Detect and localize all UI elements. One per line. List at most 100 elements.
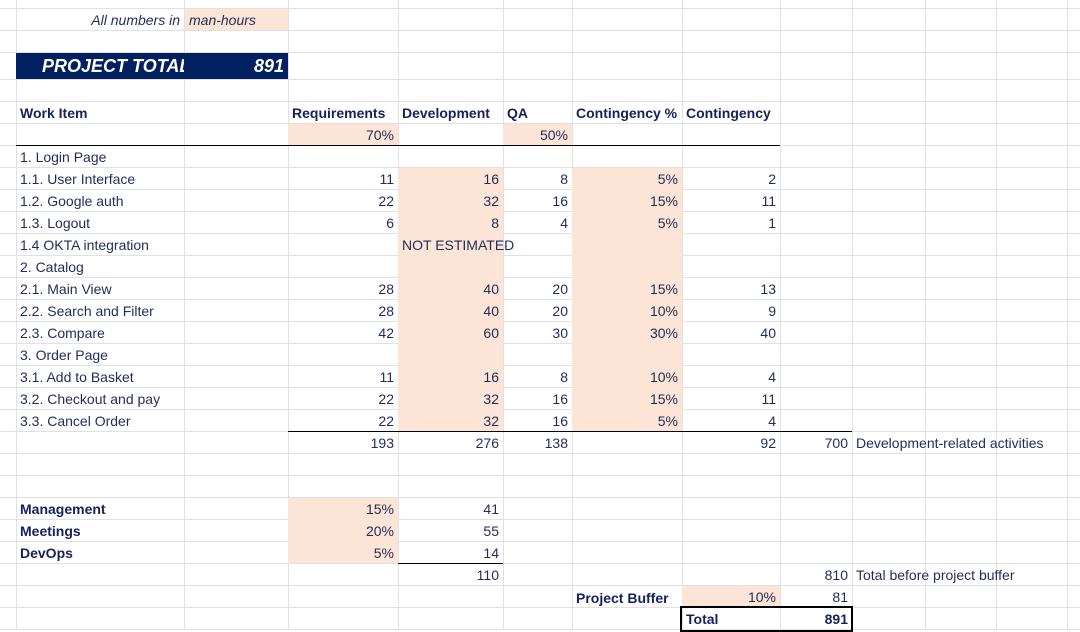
qa-cell[interactable]: 20: [552, 281, 568, 297]
project-buffer-label: Project Buffer: [576, 590, 669, 606]
requirements-cell[interactable]: 11: [379, 171, 394, 187]
overhead-label-meetings: Meetings: [20, 523, 81, 539]
contingency-cell[interactable]: 4: [768, 369, 776, 385]
qa-cell[interactable]: 30: [552, 325, 568, 341]
contingency-pct-cell[interactable]: 10%: [649, 303, 678, 319]
before-buffer-label: Total before project buffer: [856, 567, 1015, 583]
development-cell[interactable]: 16: [483, 369, 499, 385]
contingency-pct-cell[interactable]: 15%: [649, 281, 678, 297]
work-item-label: 3.2. Checkout and pay: [20, 391, 161, 407]
dev-related-label: Development-related activities: [856, 435, 1044, 451]
work-item-label: 1. Login Page: [20, 149, 107, 165]
units-label: All numbers in: [91, 12, 180, 28]
development-cell-not-estimated[interactable]: NOT ESTIMATED: [402, 237, 515, 253]
work-item-label: 2. Catalog: [20, 259, 84, 275]
header-work-item: Work Item: [20, 105, 88, 121]
development-cell[interactable]: 32: [483, 391, 499, 407]
qa-cell[interactable]: 20: [552, 303, 568, 319]
development-cell[interactable]: 32: [483, 413, 499, 429]
overhead-pct-devops[interactable]: 5%: [373, 545, 394, 561]
grand-total-label: Total: [686, 611, 719, 627]
development-input-area: [398, 168, 503, 431]
overhead-pct-meetings[interactable]: 20%: [365, 523, 394, 539]
contingency-pct-input-area: [572, 168, 682, 431]
contingency-cell[interactable]: 13: [760, 281, 776, 297]
qa-cell[interactable]: 16: [552, 413, 568, 429]
overhead-value-management: 41: [483, 501, 499, 517]
work-item-label: 1.3. Logout: [20, 215, 91, 231]
overhead-pct-management[interactable]: 15%: [365, 501, 394, 517]
header-contingency: Contingency: [686, 105, 771, 121]
contingency-pct-cell[interactable]: 5%: [657, 413, 678, 429]
project-total-label: PROJECT TOTAL: [16, 53, 190, 79]
contingency-cell[interactable]: 40: [760, 325, 776, 341]
contingency-pct-cell[interactable]: 15%: [649, 193, 678, 209]
overhead-divider: [398, 563, 503, 564]
overhead-total: 110: [476, 567, 499, 583]
before-buffer-value: 810: [824, 567, 848, 583]
units-value[interactable]: man-hours: [185, 9, 288, 30]
work-item-label: 1.1. User Interface: [20, 171, 136, 187]
header-development: Development: [402, 105, 490, 121]
qa-cell[interactable]: 8: [560, 369, 568, 385]
project-buffer-pct[interactable]: 10%: [682, 586, 780, 607]
qa-cell[interactable]: 8: [560, 171, 568, 187]
contingency-cell[interactable]: 11: [761, 391, 776, 407]
work-item-label: 2.1. Main View: [20, 281, 112, 297]
development-cell[interactable]: 32: [483, 193, 499, 209]
work-item-label: 3.1. Add to Basket: [20, 369, 134, 385]
development-cell[interactable]: 8: [491, 215, 499, 231]
contingency-pct-cell[interactable]: 30%: [649, 325, 678, 341]
requirements-cell[interactable]: 22: [378, 413, 394, 429]
work-item-label: 2.2. Search and Filter: [20, 303, 154, 319]
contingency-pct-cell[interactable]: 15%: [649, 391, 678, 407]
contingency-cell[interactable]: 9: [768, 303, 776, 319]
contingency-cell[interactable]: 4: [768, 413, 776, 429]
work-item-label: 3. Order Page: [20, 347, 108, 363]
overhead-value-devops: 14: [483, 545, 499, 561]
contingency-pct-cell[interactable]: 10%: [649, 369, 678, 385]
requirements-cell[interactable]: 28: [378, 303, 394, 319]
work-item-label: 3.3. Cancel Order: [20, 413, 131, 429]
qa-ratio[interactable]: 50%: [503, 124, 572, 145]
development-cell[interactable]: 40: [483, 281, 499, 297]
contingency-cell[interactable]: 1: [768, 215, 776, 231]
development-cell[interactable]: 16: [483, 171, 499, 187]
qa-cell[interactable]: 16: [552, 193, 568, 209]
overhead-value-meetings: 55: [483, 523, 499, 539]
header-contingency-pct: Contingency %: [576, 105, 678, 121]
qa-cell[interactable]: 4: [560, 215, 568, 231]
requirements-cell[interactable]: 11: [379, 369, 394, 385]
contingency-total: 92: [760, 435, 776, 451]
requirements-ratio[interactable]: 70%: [288, 124, 398, 145]
requirements-cell[interactable]: 42: [378, 325, 394, 341]
totals-divider: [288, 431, 852, 432]
dev-related-total: 700: [824, 435, 848, 451]
header-requirements: Requirements: [292, 105, 386, 121]
header-divider: [16, 145, 780, 146]
requirements-cell[interactable]: 22: [378, 391, 394, 407]
contingency-pct-cell[interactable]: 5%: [657, 215, 678, 231]
qa-cell[interactable]: 16: [552, 391, 568, 407]
work-item-label: 1.4 OKTA integration: [20, 237, 149, 253]
development-total: 276: [475, 435, 499, 451]
requirements-cell[interactable]: 28: [378, 281, 394, 297]
contingency-pct-cell[interactable]: 5%: [657, 171, 678, 187]
header-qa: QA: [507, 105, 528, 121]
requirements-cell[interactable]: 22: [378, 193, 394, 209]
contingency-cell[interactable]: 11: [761, 193, 776, 209]
grand-total-value: 891: [824, 611, 848, 627]
development-cell[interactable]: 60: [483, 325, 499, 341]
contingency-cell[interactable]: 2: [768, 171, 776, 187]
requirements-total: 193: [370, 435, 394, 451]
qa-total: 138: [544, 435, 568, 451]
requirements-cell[interactable]: 6: [386, 215, 394, 231]
work-item-label: 2.3. Compare: [20, 325, 105, 341]
work-item-label: 1.2. Google auth: [20, 193, 124, 209]
development-cell[interactable]: 40: [483, 303, 499, 319]
project-total-value: 891: [184, 53, 288, 79]
project-buffer-value: 81: [832, 589, 848, 605]
overhead-pct-input-area: [288, 498, 398, 563]
overhead-label-management: Management: [20, 501, 106, 517]
overhead-label-devops: DevOps: [20, 545, 73, 561]
